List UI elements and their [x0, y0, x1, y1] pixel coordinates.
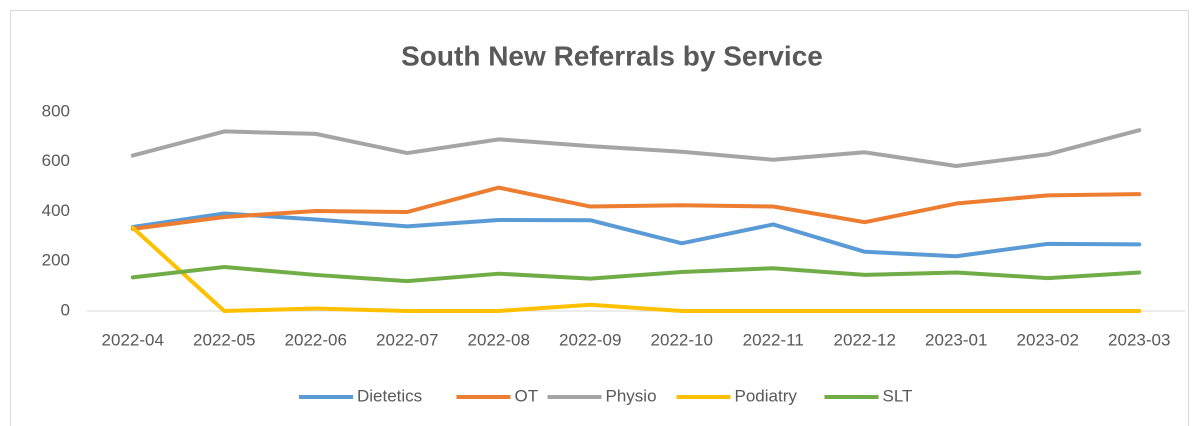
- legend-label: Podiatry: [735, 386, 798, 405]
- x-tick-label: 2023-03: [1108, 330, 1170, 349]
- y-tick-label: 200: [42, 251, 70, 270]
- x-tick-label: 2023-01: [925, 330, 987, 349]
- x-tick-label: 2022-09: [559, 330, 621, 349]
- legend-label: SLT: [883, 386, 913, 405]
- x-tick-label: 2022-06: [285, 330, 347, 349]
- chart-title: South New Referrals by Service: [401, 40, 823, 71]
- series-line: [130, 128, 1142, 168]
- y-tick-label: 800: [42, 101, 70, 120]
- x-tick-label: 2022-11: [743, 330, 804, 349]
- x-tick-label: 2022-12: [834, 330, 896, 349]
- x-tick-label: 2022-07: [376, 330, 438, 349]
- series-line: [130, 225, 1142, 313]
- y-tick-label: 400: [42, 201, 70, 220]
- x-tick-label: 2022-04: [102, 330, 164, 349]
- series-line: [130, 185, 1142, 231]
- x-tick-label: 2023-02: [1017, 330, 1079, 349]
- x-tick-label: 2022-05: [193, 330, 255, 349]
- y-tick-label: 0: [61, 300, 70, 319]
- legend-label: OT: [515, 386, 539, 405]
- series-line: [130, 264, 1142, 284]
- x-tick-label: 2022-10: [651, 330, 713, 349]
- y-tick-label: 600: [42, 151, 70, 170]
- series-line: [130, 211, 1142, 259]
- legend-label: Dietetics: [357, 386, 422, 405]
- x-tick-label: 2022-08: [468, 330, 530, 349]
- legend-label: Physio: [606, 386, 657, 405]
